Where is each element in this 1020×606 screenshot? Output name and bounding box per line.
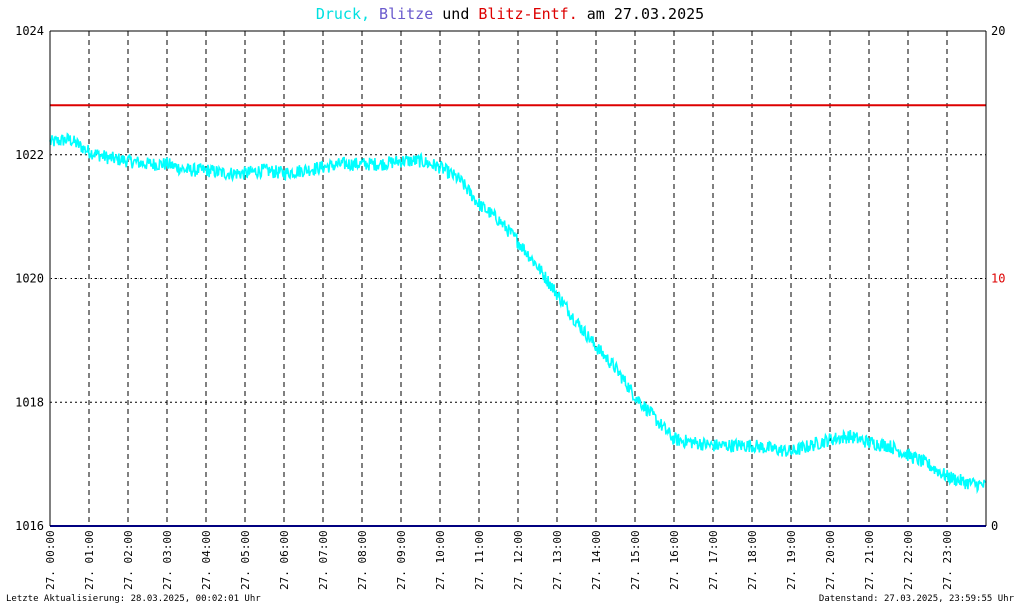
y-right-tick-label: 10 [991, 272, 1005, 286]
x-tick-label: 27. 15:00 [629, 530, 642, 590]
x-tick-label: 27. 12:00 [512, 530, 525, 590]
title-blitz-entf: Blitz-Entf. [478, 5, 578, 23]
title-und: und [433, 5, 479, 23]
x-tick-label: 27. 20:00 [824, 530, 837, 590]
title-druck: Druck, [315, 5, 371, 23]
axes [49, 30, 987, 526]
y-left-tick-label: 1016 [15, 519, 44, 533]
title-blitze: Blitze [379, 5, 434, 23]
title-date: am 27.03.2025 [577, 5, 705, 23]
y-left-tick-label: 1022 [15, 148, 44, 162]
last-update-text: Letzte Aktualisierung: 28.03.2025, 00:02… [6, 594, 261, 604]
x-tick-label: 27. 02:00 [122, 530, 135, 590]
data-status-text: Datenstand: 27.03.2025, 23:59:55 Uhr [818, 594, 1014, 604]
x-tick-label: 27. 00:00 [44, 530, 57, 590]
y-left-tick-label: 1018 [15, 395, 44, 409]
x-tick-label: 27. 01:00 [83, 530, 96, 590]
y-right-tick-label: 0 [991, 519, 998, 533]
x-tick-label: 27. 11:00 [473, 530, 486, 590]
x-tick-label: 27. 07:00 [317, 530, 330, 590]
x-tick-label: 27. 18:00 [746, 530, 759, 590]
x-tick-label: 27. 13:00 [551, 530, 564, 590]
title-sep [370, 5, 379, 23]
x-tick-label: 27. 14:00 [590, 530, 603, 590]
x-tick-label: 27. 17:00 [707, 530, 720, 590]
grid [50, 31, 986, 526]
x-tick-label: 27. 09:00 [395, 530, 408, 590]
x-tick-label: 27. 05:00 [239, 530, 252, 590]
x-tick-label: 27. 10:00 [434, 530, 447, 590]
x-tick-label: 27. 21:00 [863, 530, 876, 590]
x-tick-label: 27. 04:00 [200, 530, 213, 590]
x-tick-label: 27. 06:00 [278, 530, 291, 590]
x-tick-label: 27. 19:00 [785, 530, 798, 590]
chart-title: Druck, Blitze und Blitz-Entf. am 27.03.2… [0, 5, 1020, 23]
y-right-tick-label: 20 [991, 24, 1005, 38]
y-left-tick-label: 1020 [15, 272, 44, 286]
x-tick-label: 27. 03:00 [161, 530, 174, 590]
x-tick-label: 27. 22:00 [902, 530, 915, 590]
druck-series-line [49, 132, 986, 495]
series-layer [49, 104, 986, 527]
x-tick-label: 27. 23:00 [941, 530, 954, 590]
y-left-tick-label: 1024 [15, 24, 44, 38]
x-tick-label: 27. 08:00 [356, 530, 369, 590]
x-tick-label: 27. 16:00 [668, 530, 681, 590]
